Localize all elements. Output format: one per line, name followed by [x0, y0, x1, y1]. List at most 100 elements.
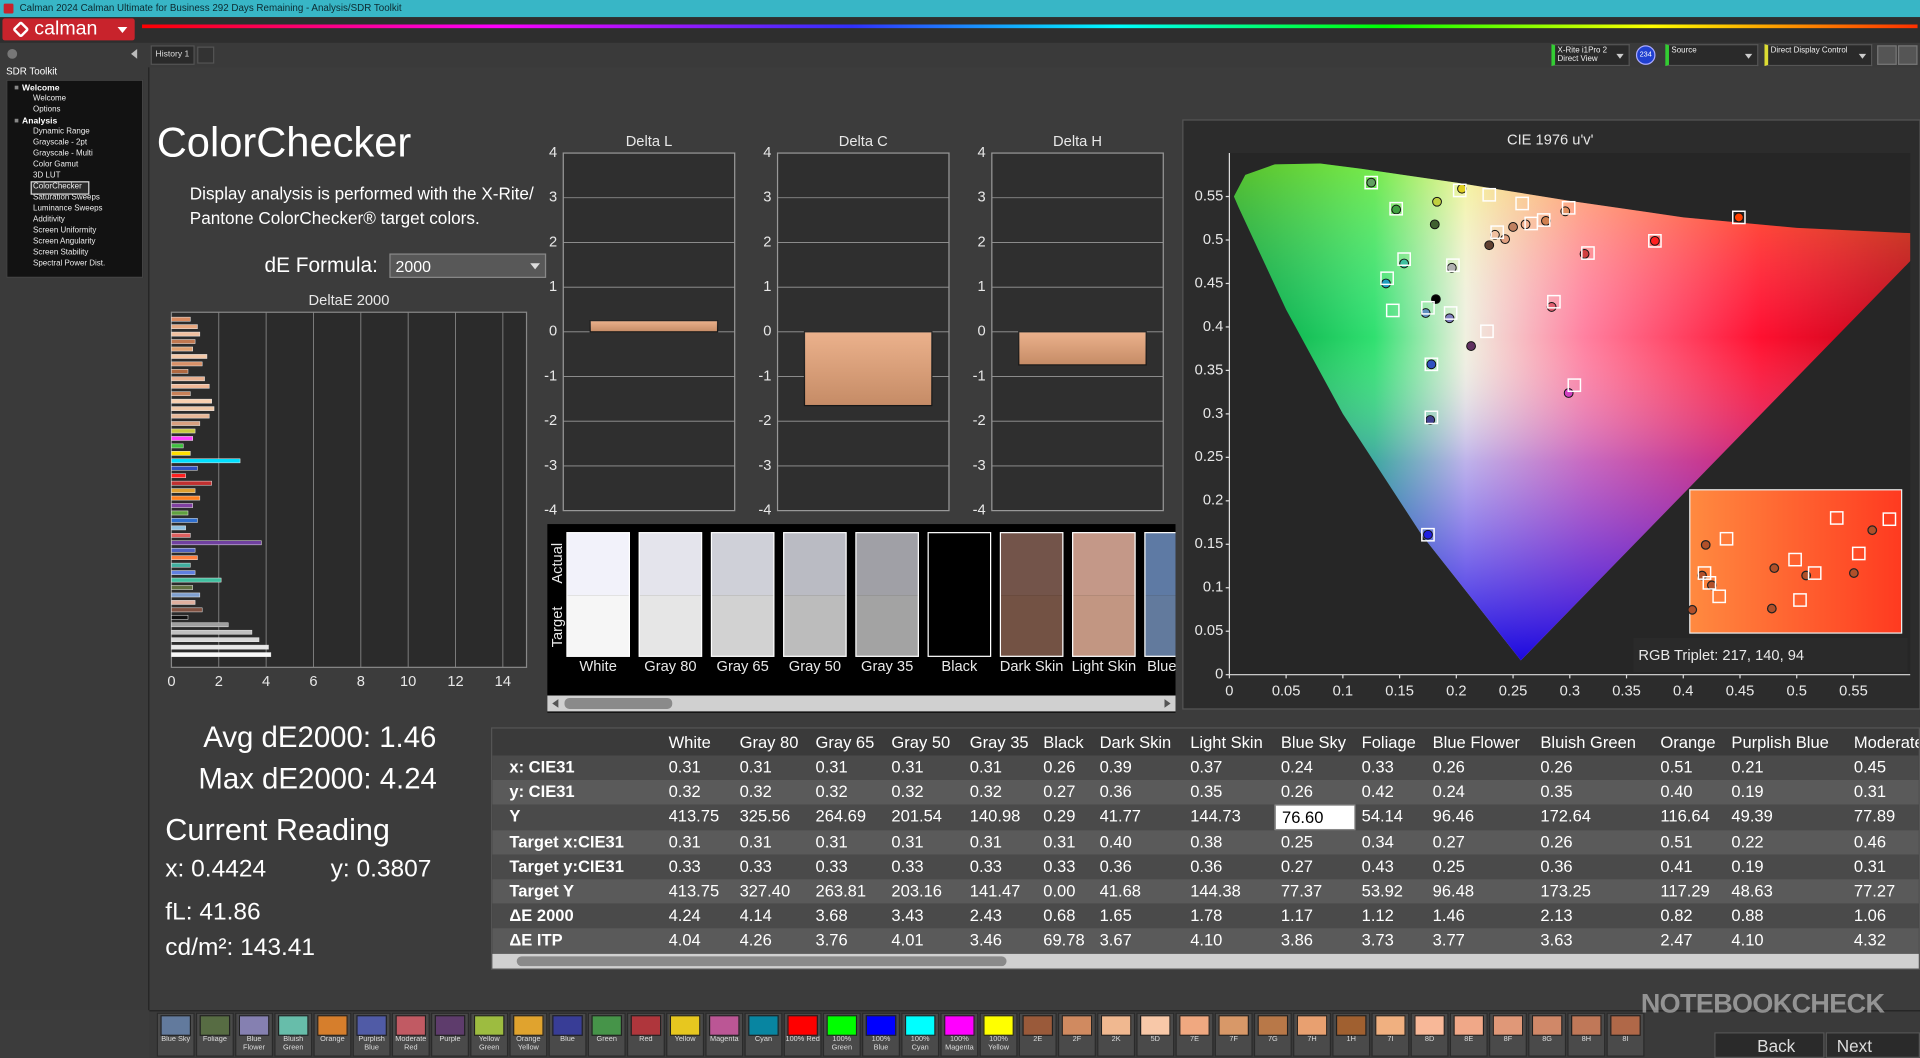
swatch[interactable]: 7F [1214, 1012, 1253, 1057]
table-cell[interactable]: 96.46 [1432, 807, 1475, 826]
table-cell[interactable]: 0.27 [1043, 782, 1076, 802]
table-cell[interactable]: 172.64 [1540, 807, 1591, 826]
table-cell[interactable]: 0.31 [891, 832, 924, 851]
table-cell[interactable]: 116.64 [1660, 807, 1710, 826]
table-cell[interactable]: 0.26 [1540, 757, 1573, 777]
table-cell[interactable]: 0.31 [969, 832, 1002, 851]
sidebar-pin[interactable] [7, 48, 18, 59]
swatch[interactable]: 100% Magenta [940, 1012, 979, 1057]
meter-badge[interactable]: 234 [1635, 45, 1656, 65]
table-cell[interactable]: 0.19 [1731, 782, 1764, 802]
table-cell[interactable]: 0.40 [1099, 832, 1132, 851]
table-cell[interactable]: 0.33 [815, 856, 848, 876]
table-cell[interactable]: 0.31 [668, 832, 701, 851]
tree-item[interactable]: Saturation Sweeps [33, 193, 100, 203]
swatch[interactable]: Green [587, 1012, 626, 1057]
table-cell[interactable]: 0.35 [1540, 782, 1573, 802]
table-cell[interactable]: 1.06 [1853, 906, 1887, 925]
table-scroll-thumb[interactable] [516, 956, 1007, 967]
swatch[interactable]: Blue Flower [235, 1012, 274, 1057]
table-cell[interactable]: 0.82 [1660, 906, 1693, 925]
table-cell[interactable]: 0.31 [1853, 856, 1887, 876]
table-cell[interactable]: 325.56 [739, 807, 791, 826]
table-cell[interactable]: 76.60 [1274, 804, 1356, 830]
swatch[interactable]: 2K [1097, 1012, 1136, 1057]
table-cell[interactable]: 69.78 [1043, 931, 1085, 950]
swatch[interactable]: Orange Yellow [509, 1012, 548, 1057]
table-cell[interactable]: 3.67 [1099, 931, 1132, 950]
table-cell[interactable]: 41.77 [1099, 807, 1141, 826]
table-cell[interactable]: 1.65 [1099, 906, 1132, 925]
table-cell[interactable]: 144.73 [1190, 807, 1241, 826]
next-button[interactable]: Next [1825, 1032, 1920, 1058]
tab[interactable]: History 1 [150, 45, 195, 65]
table-cell[interactable]: 327.40 [739, 881, 791, 900]
table-cell[interactable]: 96.48 [1432, 881, 1475, 900]
table-cell[interactable]: 0.31 [815, 832, 848, 851]
swatch[interactable]: 100% Cyan [901, 1012, 940, 1057]
table-cell[interactable]: 0.33 [739, 856, 772, 876]
table-cell[interactable]: 0.22 [1731, 832, 1764, 851]
table-cell[interactable]: 53.92 [1361, 881, 1404, 900]
table-cell[interactable]: 0.33 [1043, 856, 1076, 876]
tree-item[interactable]: Dynamic Range [33, 127, 90, 136]
table-cell[interactable]: 77.37 [1280, 881, 1323, 900]
swatch[interactable]: 2E [1018, 1012, 1057, 1057]
swatch[interactable]: 7H [1293, 1012, 1332, 1057]
table-cell[interactable]: 3.73 [1361, 931, 1394, 950]
table-cell[interactable]: 1.78 [1190, 906, 1223, 925]
table-cell[interactable]: 0.36 [1540, 856, 1573, 876]
tree-item[interactable]: Spectral Power Dist. [33, 259, 106, 269]
swatch[interactable]: 8I [1606, 1012, 1645, 1057]
table-cell[interactable]: 264.69 [815, 807, 867, 826]
table-cell[interactable]: 77.27 [1853, 881, 1896, 900]
tree-item[interactable]: Screen Stability [33, 248, 89, 258]
swatch[interactable]: Moderate Red [391, 1012, 430, 1057]
table-cell[interactable]: 0.26 [1540, 832, 1573, 851]
table-cell[interactable]: 0.31 [1853, 782, 1887, 802]
table-cell[interactable]: 263.81 [815, 881, 867, 900]
table-cell[interactable]: 0.27 [1432, 832, 1465, 851]
table-cell[interactable]: 3.43 [891, 906, 924, 925]
table-cell[interactable]: 0.38 [1190, 832, 1223, 851]
swatch[interactable]: Purple [431, 1012, 469, 1057]
table-cell[interactable]: 0.26 [1043, 757, 1076, 777]
table-cell[interactable]: 4.10 [1190, 931, 1223, 950]
table-cell[interactable]: 0.31 [668, 757, 701, 777]
table-cell[interactable]: 0.68 [1043, 906, 1076, 925]
table-cell[interactable]: 54.14 [1361, 807, 1404, 826]
table-cell[interactable]: 0.35 [1190, 782, 1223, 802]
swatch[interactable]: 100% Blue [862, 1012, 900, 1057]
table-cell[interactable]: 117.29 [1660, 881, 1710, 900]
table-cell[interactable]: 1.46 [1432, 906, 1465, 925]
meter-selector[interactable]: X-Rite i1Pro 2 Direct View [1551, 44, 1630, 67]
swatch[interactable]: 8F [1488, 1012, 1527, 1057]
table-cell[interactable]: 0.36 [1190, 856, 1223, 876]
table-cell[interactable]: 0.39 [1099, 757, 1132, 777]
swatch[interactable]: 8E [1449, 1012, 1488, 1057]
tree-group[interactable]: Analysis [22, 117, 58, 127]
table-cell[interactable]: 0.31 [891, 757, 924, 777]
swatch[interactable]: Cyan [744, 1012, 783, 1057]
table-cell[interactable]: 3.86 [1280, 931, 1313, 950]
table-cell[interactable]: 3.46 [969, 931, 1002, 950]
tree-item[interactable]: Welcome [33, 94, 67, 103]
help-button[interactable] [1897, 45, 1918, 65]
table-cell[interactable]: 2.47 [1660, 931, 1693, 950]
table-cell[interactable]: 41.68 [1099, 881, 1141, 900]
source-selector[interactable]: Source [1665, 44, 1759, 67]
swatch[interactable]: 100% Red [783, 1012, 822, 1057]
table-cell[interactable]: 3.63 [1540, 931, 1573, 950]
table-cell[interactable]: 0.51 [1660, 757, 1693, 777]
table-cell[interactable]: 1.12 [1361, 906, 1394, 925]
swatch[interactable]: Purplish Blue [352, 1012, 391, 1057]
table-cell[interactable]: 141.47 [969, 881, 1021, 900]
swatch[interactable]: 8D [1410, 1012, 1449, 1057]
table-cell[interactable]: 0.00 [1043, 881, 1076, 900]
swatch[interactable]: 8H [1567, 1012, 1606, 1057]
table-cell[interactable]: 2.43 [969, 906, 1002, 925]
table-cell[interactable]: 4.14 [739, 906, 772, 925]
table-cell[interactable]: 48.63 [1731, 881, 1773, 900]
swatch[interactable]: Yellow Green [470, 1012, 509, 1057]
swatch[interactable]: 8G [1528, 1012, 1567, 1057]
